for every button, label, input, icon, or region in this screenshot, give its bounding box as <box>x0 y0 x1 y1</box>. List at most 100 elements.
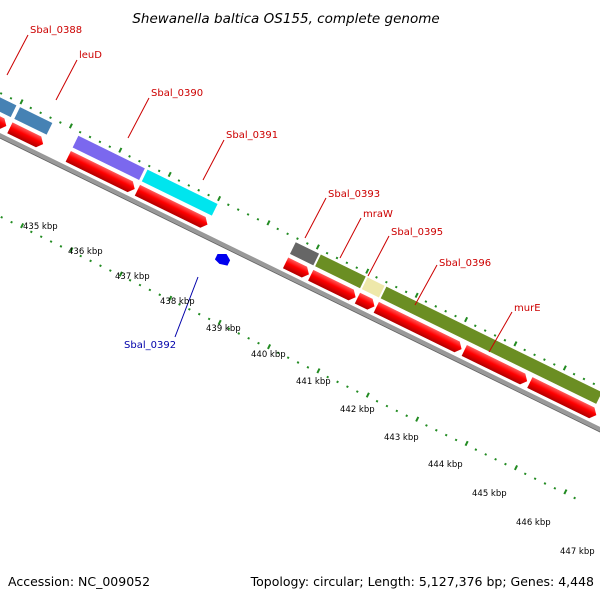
leader-leuD <box>55 59 78 101</box>
gene-label-sbal-0393[interactable]: Sbal_0393 <box>328 189 380 200</box>
tick-mark-outer <box>316 368 321 374</box>
cds-arrow-sbal-0392-reverse[interactable] <box>214 250 232 267</box>
tick-mark-upper <box>444 309 447 313</box>
tick-mark-upper <box>256 217 260 221</box>
gene-label-sbal-0392[interactable]: Sbal_0392 <box>124 340 176 351</box>
feature-mraW[interactable] <box>315 254 366 289</box>
cds-arrow-sbal-0393[interactable] <box>282 257 312 279</box>
feature-sbal-0388[interactable] <box>0 86 17 118</box>
leader-sbal-0388 <box>6 34 29 76</box>
feature-sbal-0390[interactable] <box>72 135 145 180</box>
feature-leuD[interactable] <box>14 107 53 135</box>
gene-label-sbal-0391[interactable]: Sbal_0391 <box>226 130 278 141</box>
cds-arrow-mraW[interactable] <box>308 269 358 303</box>
kbp-label: 438 kbp <box>160 297 195 307</box>
kbp-label: 437 kbp <box>115 272 150 282</box>
tick-mark-outer <box>10 220 13 224</box>
tick-mark-upper <box>543 358 546 361</box>
tick-mark-upper <box>88 135 92 139</box>
tick-mark-outer <box>514 464 519 471</box>
tick-mark-outer <box>405 414 409 418</box>
tick-mark-upper <box>286 232 289 236</box>
gene-label-mraW[interactable]: mraW <box>363 209 393 220</box>
tick-mark-upper <box>335 256 339 260</box>
gene-label-leuD[interactable]: leuD <box>79 50 102 61</box>
tick-mark-upper <box>414 292 419 299</box>
tick-mark-upper <box>78 130 82 134</box>
leader-sbal-0393 <box>304 197 327 239</box>
cds-arrow-sbal-0391[interactable] <box>134 184 210 230</box>
leader-sbal-0392 <box>174 276 199 338</box>
accession-text: Accession: NC_009052 <box>8 574 150 589</box>
tick-mark-upper <box>454 314 457 318</box>
tick-mark-outer <box>375 399 379 403</box>
cds-arrow-sbal-0390[interactable] <box>65 151 138 194</box>
kbp-label: 440 kbp <box>251 350 286 360</box>
kbp-label: 436 kbp <box>68 247 103 257</box>
feature-murE[interactable] <box>380 286 600 404</box>
tick-mark-upper <box>59 121 62 124</box>
tick-mark-outer <box>178 303 181 306</box>
leader-mraW <box>339 217 362 259</box>
gene-label-sbal-0388[interactable]: Sbal_0388 <box>30 25 82 36</box>
tick-mark-upper <box>29 106 33 110</box>
feature-track <box>0 86 600 404</box>
gene-label-sbal-0395[interactable]: Sbal_0395 <box>391 227 443 238</box>
leader-sbal-0395 <box>367 235 390 277</box>
cds-arrow-murE-b[interactable] <box>527 377 599 420</box>
feature-sbal-0391[interactable] <box>141 169 218 216</box>
cds-arrow-murE-a[interactable] <box>461 345 530 387</box>
kbp-label: 443 kbp <box>384 433 419 443</box>
tick-mark-upper <box>266 220 271 226</box>
leader-sbal-0391 <box>202 139 225 181</box>
tick-mark-outer <box>118 271 123 277</box>
tick-mark-upper <box>394 285 398 289</box>
tick-mark-upper <box>167 171 172 178</box>
feature-sbal-0393[interactable] <box>289 242 320 266</box>
tick-mark-upper <box>217 195 222 202</box>
gene-label-sbal-0396[interactable]: Sbal_0396 <box>439 258 491 269</box>
tick-mark-outer <box>494 457 497 461</box>
tick-mark-upper <box>424 300 428 303</box>
leader-sbal-0396 <box>414 264 438 306</box>
tick-mark-outer <box>326 375 329 379</box>
tick-mark-upper <box>246 213 250 216</box>
tick-mark-outer <box>20 222 25 229</box>
tick-mark-upper <box>345 261 349 265</box>
tick-mark-upper <box>49 116 52 119</box>
tick-mark-outer <box>188 307 191 311</box>
gene-label-murE[interactable]: murE <box>514 303 541 314</box>
tick-mark-outer <box>563 489 568 495</box>
tick-mark-upper <box>157 169 161 173</box>
tick-mark-upper <box>375 276 378 279</box>
cds-arrow-sbal-0396[interactable] <box>373 301 465 355</box>
tick-mark-outer <box>108 269 112 272</box>
tick-mark-outer <box>138 283 142 287</box>
tick-mark-upper <box>365 268 370 274</box>
tick-mark-upper <box>385 280 388 284</box>
cds-arrow-sbal-0395[interactable] <box>354 292 377 312</box>
tick-mark-outer <box>158 293 162 297</box>
gene-label-sbal-0390[interactable]: Sbal_0390 <box>151 88 203 99</box>
kbp-label: 442 kbp <box>340 405 375 415</box>
tick-mark-outer <box>484 453 488 456</box>
tick-mark-upper <box>552 363 556 366</box>
topology-text: Topology: circular; Length: 5,127,376 bp… <box>250 574 594 589</box>
tick-mark-upper <box>138 159 141 163</box>
tick-mark-upper <box>533 353 536 357</box>
tick-mark-outer <box>69 247 74 253</box>
tick-mark-upper <box>108 145 112 149</box>
tick-mark-upper <box>503 338 507 342</box>
tick-mark-outer <box>286 356 290 360</box>
map-title: Shewanella baltica OS155, complete genom… <box>132 11 439 27</box>
genome-strip <box>0 86 600 500</box>
tick-mark-outer <box>237 332 241 335</box>
cds-arrow-leuD[interactable] <box>7 122 46 149</box>
tick-mark-upper <box>197 188 201 192</box>
tick-mark-upper <box>19 99 24 105</box>
tick-mark-outer <box>207 317 211 321</box>
feature-sbal-0395[interactable] <box>361 277 385 298</box>
tick-mark-upper <box>355 266 359 270</box>
